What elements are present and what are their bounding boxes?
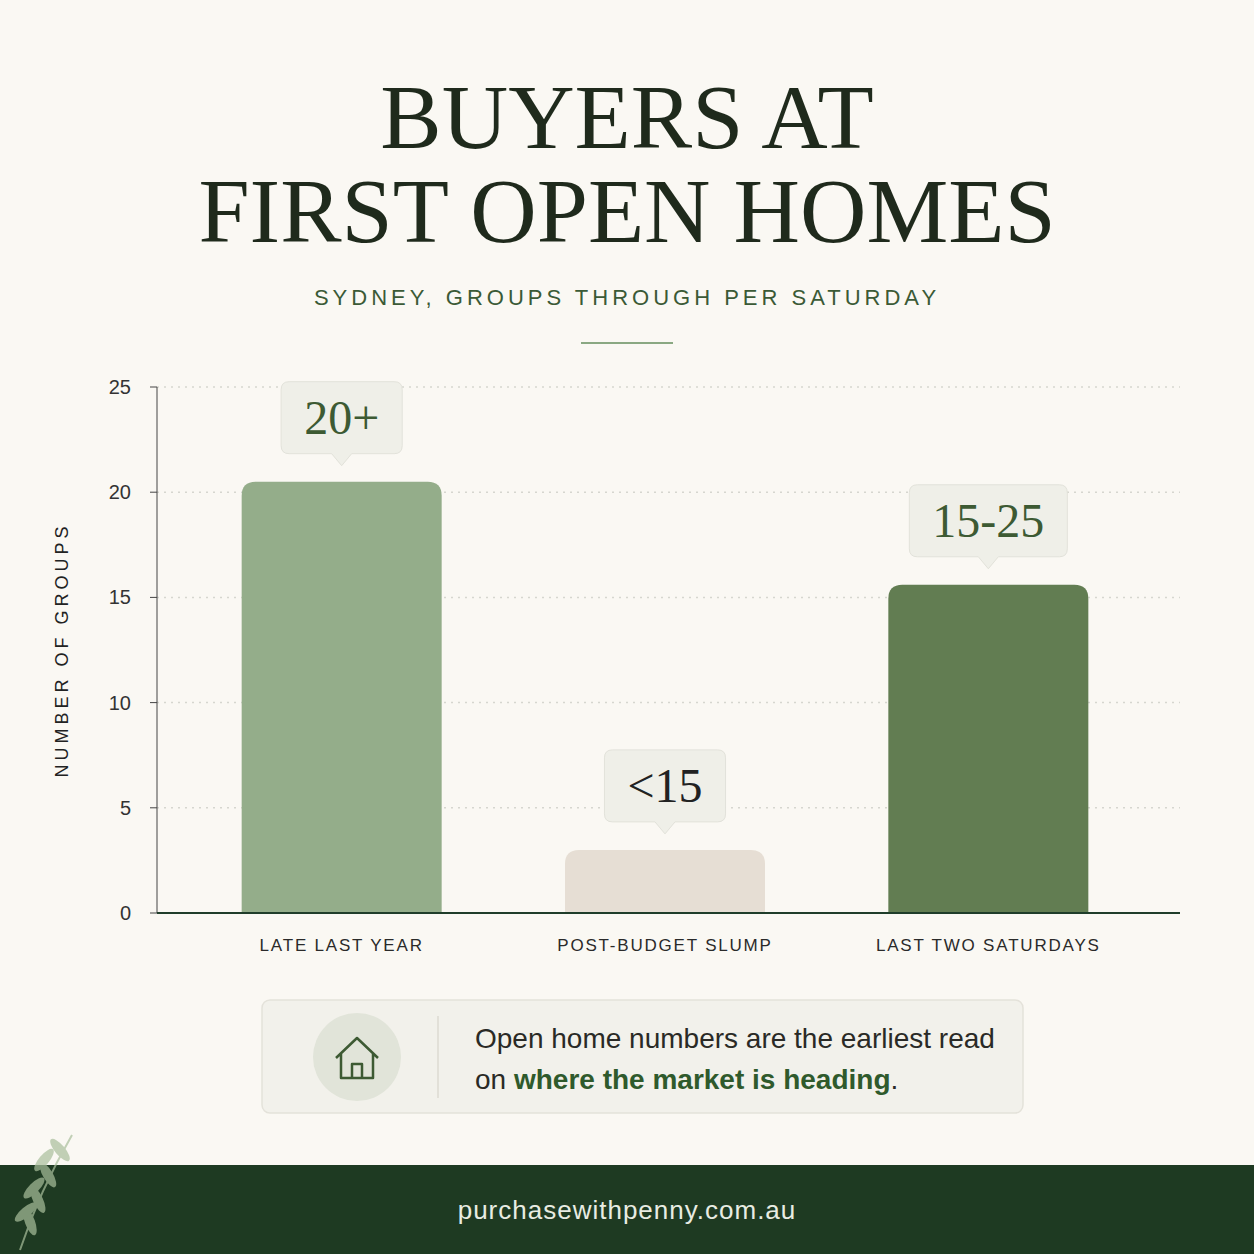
leaf	[31, 1146, 57, 1174]
leaf-decoration	[12, 1135, 73, 1250]
annotation-highlight: where the market is heading	[514, 1064, 891, 1095]
data-label: <15	[627, 759, 702, 812]
data-label-box	[604, 750, 725, 834]
data-label-group: 20+	[281, 382, 402, 466]
bar	[242, 482, 442, 913]
tick-mark	[150, 387, 157, 388]
leaf	[21, 1175, 48, 1202]
tick-label: 5	[120, 797, 131, 819]
data-label: 15-25	[932, 494, 1044, 547]
y-axis	[157, 387, 158, 913]
leaf-stem	[20, 1135, 72, 1250]
data-label-group: 15-25	[909, 485, 1067, 569]
subtitle: SYDNEY, GROUPS THROUGH PER SATURDAY	[314, 285, 940, 310]
house-icon	[336, 1038, 378, 1078]
tick-mark	[150, 702, 157, 703]
bars	[242, 482, 1089, 913]
tick-mark	[150, 492, 157, 493]
note-box	[262, 1000, 1023, 1113]
tick-label: 10	[109, 692, 131, 714]
annotation: Open home numbers are the earliest read …	[475, 1018, 995, 1100]
category-label: POST-BUDGET SLUMP	[557, 936, 772, 955]
note-divider	[437, 1016, 439, 1098]
tick-label: 25	[109, 376, 131, 398]
title: BUYERS AT	[380, 66, 873, 168]
tick-label: 0	[120, 902, 131, 924]
tick-mark	[150, 913, 157, 914]
bar	[888, 585, 1088, 913]
divider	[581, 342, 673, 344]
tick-mark	[150, 597, 157, 598]
title: FIRST OPEN HOMES	[198, 160, 1055, 262]
data-label: 20+	[304, 391, 379, 444]
footer-text: purchasewithpenny.com.au	[458, 1195, 797, 1225]
tick-mark	[150, 807, 157, 808]
footer-band	[0, 1165, 1254, 1254]
data-label-box	[281, 382, 402, 466]
category-label: LATE LAST YEAR	[260, 936, 424, 955]
x-axis	[157, 912, 1180, 914]
bar	[565, 850, 765, 913]
data-label-group: <15	[604, 750, 725, 834]
axis-label: NUMBER OF GROUPS	[52, 522, 72, 777]
tick-label: 20	[109, 481, 131, 503]
data-label-box	[909, 485, 1067, 569]
page: BUYERS ATFIRST OPEN HOMES SYDNEY, GROUPS …	[0, 0, 1254, 1254]
note-icon-bg	[313, 1013, 401, 1101]
category-label: LAST TWO SATURDAYS	[876, 936, 1101, 955]
tick-label: 15	[109, 586, 131, 608]
grid-line	[157, 912, 1180, 914]
leaf	[12, 1199, 40, 1225]
